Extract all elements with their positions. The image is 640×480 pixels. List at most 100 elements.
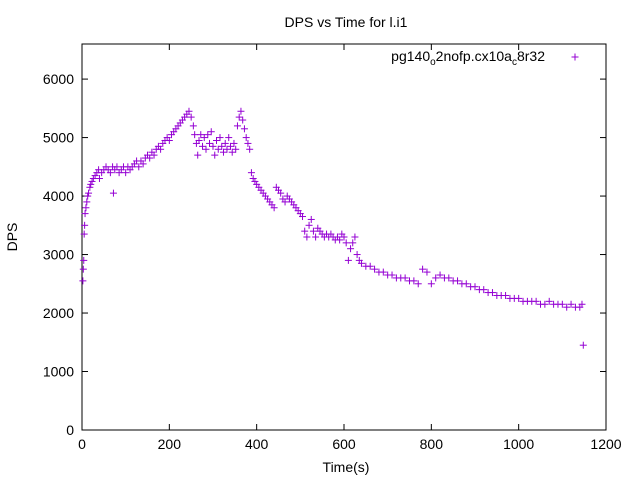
data-point — [410, 277, 418, 285]
data-point — [230, 139, 238, 147]
data-point — [563, 303, 571, 311]
data-point — [88, 177, 96, 185]
data-point — [113, 163, 121, 171]
data-point — [219, 148, 227, 156]
data-point — [150, 151, 158, 159]
data-point — [109, 189, 117, 197]
data-point — [84, 192, 92, 200]
data-point — [244, 139, 252, 147]
y-tick-label: 4000 — [43, 188, 74, 204]
data-point — [303, 233, 311, 241]
y-tick-label: 3000 — [43, 247, 74, 263]
data-point — [371, 265, 379, 273]
data-point — [401, 274, 409, 282]
data-point — [366, 262, 374, 270]
data-point — [199, 142, 207, 150]
data-point — [79, 277, 87, 285]
data-point — [135, 163, 143, 171]
data-point — [419, 265, 427, 273]
data-point — [342, 239, 350, 247]
data-point — [86, 183, 94, 191]
legend-label-part: pg140 — [391, 48, 430, 64]
data-point — [83, 198, 91, 206]
data-point — [502, 291, 510, 299]
data-point — [209, 142, 217, 150]
data-point — [235, 113, 243, 121]
data-point — [187, 113, 195, 121]
data-point — [353, 251, 361, 259]
data-point — [251, 177, 259, 185]
x-axis-label: Time(s) — [323, 459, 370, 475]
data-point — [89, 175, 97, 183]
data-point — [340, 233, 348, 241]
x-tick-label: 1200 — [590, 436, 621, 452]
x-axis: 0 200 400 600 800 1000 1200 — [78, 44, 622, 452]
data-point — [480, 286, 488, 294]
data-point — [216, 134, 224, 142]
data-point — [221, 139, 229, 147]
data-point — [91, 172, 99, 180]
data-point — [240, 125, 248, 133]
data-point — [305, 221, 313, 229]
data-point — [246, 145, 254, 153]
y-tick-label: 5000 — [43, 130, 74, 146]
data-point — [85, 189, 93, 197]
data-point — [388, 271, 396, 279]
data-point — [87, 180, 95, 188]
data-point — [427, 280, 435, 288]
data-point — [471, 283, 479, 291]
legend-label-part: o — [430, 57, 436, 68]
data-point — [81, 221, 89, 229]
x-tick-label: 400 — [245, 436, 269, 452]
data-point — [139, 160, 147, 168]
data-point — [578, 300, 586, 308]
data-point — [80, 256, 88, 264]
data-point — [233, 122, 241, 130]
data-point — [200, 134, 208, 142]
y-axis-label: DPS — [4, 223, 20, 252]
data-point — [277, 189, 285, 197]
data-point — [379, 268, 387, 276]
data-point — [541, 300, 549, 308]
data-point — [225, 134, 233, 142]
data-point — [454, 277, 462, 285]
data-point — [206, 139, 214, 147]
data-point — [488, 289, 496, 297]
data-point — [232, 145, 240, 153]
y-tick-label: 0 — [66, 422, 74, 438]
data-point — [239, 116, 247, 124]
data-point — [189, 122, 197, 130]
data-point — [202, 145, 210, 153]
data-point — [106, 169, 114, 177]
data-point — [299, 213, 307, 221]
data-point — [344, 256, 352, 264]
data-point — [218, 142, 226, 150]
legend-label-part: 8r32 — [517, 48, 545, 64]
x-tick-label: 0 — [78, 436, 86, 452]
data-point — [307, 215, 315, 223]
chart-title: DPS vs Time for l.i1 — [285, 14, 408, 30]
data-point — [191, 131, 199, 139]
data-point — [157, 145, 165, 153]
data-point — [197, 131, 205, 139]
data-point — [312, 233, 320, 241]
data-point — [228, 148, 236, 156]
data-point — [567, 300, 575, 308]
data-point — [309, 227, 317, 235]
data-point — [349, 239, 357, 247]
y-tick-label: 6000 — [43, 71, 74, 87]
data-point — [82, 204, 90, 212]
data-point — [212, 137, 220, 144]
data-point — [80, 230, 88, 238]
data-point — [532, 297, 540, 305]
data-point — [195, 137, 203, 144]
data-point — [445, 274, 453, 282]
data-point — [204, 131, 212, 139]
data-point — [122, 169, 130, 177]
data-point — [226, 142, 234, 150]
legend-label-part: c — [512, 57, 517, 68]
data-point — [211, 151, 219, 159]
y-tick-label: 1000 — [43, 364, 74, 380]
y-axis: 0 1000 2000 3000 4000 5000 6000 — [43, 71, 606, 438]
